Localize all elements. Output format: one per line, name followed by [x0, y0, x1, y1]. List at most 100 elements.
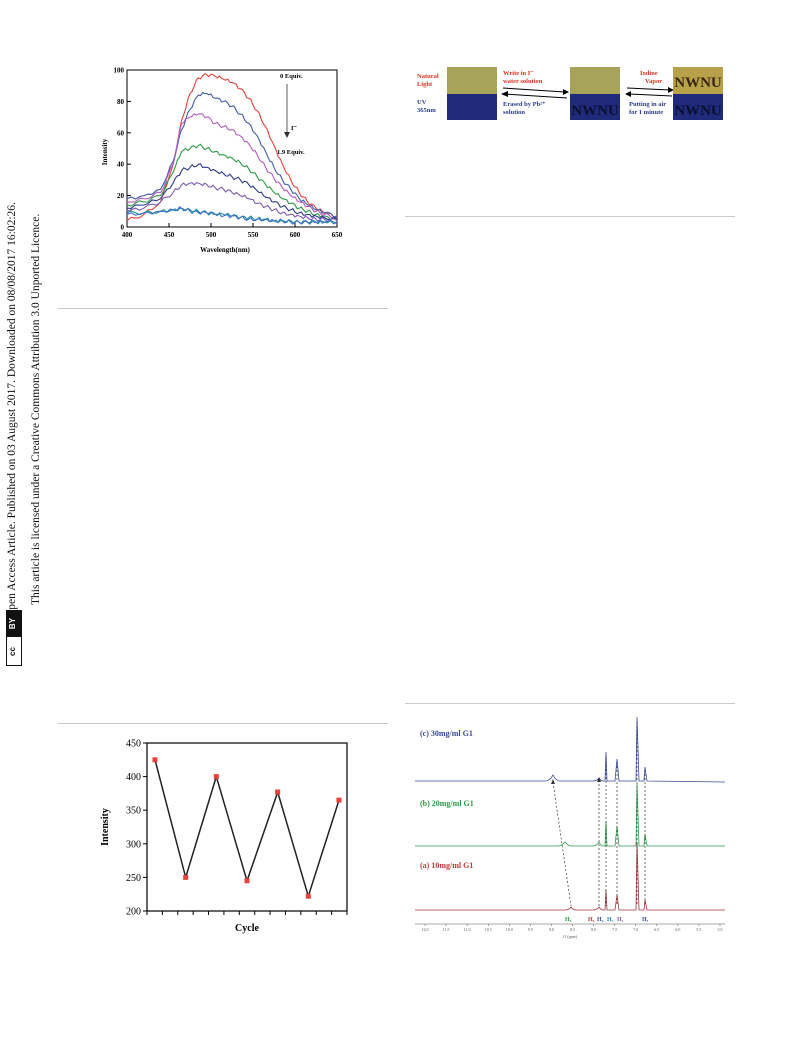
guide-arrow-h6-icon	[551, 779, 555, 784]
spectra-ytick-label: 100	[114, 67, 125, 75]
cycle-data-point	[183, 874, 189, 880]
annotation-1-9-equiv: 1.9 Equiv.	[277, 149, 305, 156]
decrease-arrow-head-icon	[284, 132, 290, 138]
licence-line-1: Open Access Article. Published on 03 Aug…	[6, 202, 18, 618]
nmr-label-c: (c) 30mg/ml G1	[420, 729, 473, 738]
spectra-xtick-label: 450	[164, 231, 175, 239]
nmr-tick-label: 7.0	[633, 927, 638, 932]
cycle-data-point	[275, 789, 281, 795]
peak-label-h4: H₄	[597, 917, 604, 923]
cycle-ytick-label: 300	[126, 839, 141, 850]
photo-written-natural	[570, 67, 620, 94]
cc-by-logo[interactable]: BY cc	[6, 610, 22, 666]
divider-left-2	[58, 723, 388, 724]
iodine-step-2: Vapor	[645, 78, 662, 85]
spectra-series-line	[126, 163, 338, 220]
spectra-xlabel: Wavelength(nm)	[200, 246, 250, 254]
spectra-series-line	[126, 91, 338, 218]
fluorescence-spectra-figure: 0 20 40 60 80 100 400 450 500 550 600 650 Waveleng…	[101, 67, 343, 255]
nmr-spectrum-c	[415, 716, 726, 783]
erase-arrow-line	[504, 93, 568, 99]
cycle-series-line	[154, 759, 340, 899]
natural-light-label-1: Natural	[417, 73, 439, 80]
nmr-tick-label: 9.0	[549, 927, 554, 932]
cycle-data-point	[152, 757, 158, 763]
licence-sidebar: Open Access Article. Published on 03 Aug…	[6, 200, 46, 660]
nmr-tick-label: 9.5	[528, 927, 533, 932]
written-text-iodine: NWNU	[674, 75, 722, 91]
natural-light-label-2: Light	[417, 81, 433, 88]
spectra-series-line	[126, 143, 338, 221]
nmr-tick-label: 11.0	[464, 927, 471, 932]
spectra-xtick-label: 400	[122, 231, 133, 239]
cycle-ylabel: Intensity	[100, 808, 111, 846]
cycle-xlabel: Cycle	[235, 923, 259, 934]
cc-label: cc	[7, 647, 17, 656]
nmr-tick-label: 8.5	[570, 927, 575, 932]
cycle-ytick-label: 450	[126, 739, 141, 750]
photo-iodine-natural	[673, 67, 723, 94]
iodine-step-1: Iodine	[640, 70, 658, 77]
erase-arrow-head-icon	[501, 91, 508, 97]
nmr-spectrum-b	[415, 783, 725, 847]
spectra-ytick-label: 80	[117, 98, 125, 106]
erase-step-1: Erased by Pb²⁺	[503, 101, 546, 108]
nmr-tick-label: 10.0	[506, 927, 513, 932]
air-arrow-line	[628, 93, 673, 97]
nmr-tick-label: 5.5	[696, 927, 701, 932]
spectra-xtick-label: 550	[248, 231, 259, 239]
iodine-arrow-head-icon	[668, 87, 674, 93]
spectra-xtick-label: 500	[206, 231, 217, 239]
spectra-xtick-label: 650	[332, 231, 343, 239]
annotation-ion: I⁻	[291, 125, 298, 132]
guide-arrow-h5-icon	[597, 777, 601, 782]
nmr-figure: (c) 30mg/ml G1 (b) 20mg/ml G1 (a) 10mg/m…	[415, 716, 726, 939]
air-step-2: for 1 minute	[629, 109, 663, 116]
air-step-1: Putting in air	[629, 101, 666, 108]
cc-circle-icon: cc	[7, 639, 21, 663]
nmr-tick-label: 6.5	[654, 927, 659, 932]
air-arrow-head-icon	[625, 91, 631, 97]
cycle-data-point	[336, 797, 342, 803]
peak-label-h3: H₃	[607, 917, 614, 923]
uv-label-1: UV	[417, 99, 427, 106]
written-text-uv-2: NWNU	[571, 103, 619, 119]
photo-blank-natural	[447, 67, 497, 94]
cycle-data-point	[305, 893, 311, 899]
write-arrow-line	[502, 87, 566, 93]
erase-step-2: solution	[503, 109, 525, 116]
peak-label-h1: H₁	[642, 917, 649, 923]
spectra-ytick-label: 0	[121, 224, 125, 232]
nmr-tick-label: 6.0	[675, 927, 680, 932]
writing-erasing-figure: Natural Light UV 365nm Write in I⁻ water…	[417, 67, 723, 120]
nmr-tick-label: 7.5	[612, 927, 617, 932]
spectra-series-line	[126, 112, 338, 219]
photo-iodine-uv	[673, 94, 723, 120]
photo-blank-uv	[447, 94, 497, 120]
nmr-shift-guides	[552, 722, 646, 907]
cycle-ytick-label: 250	[126, 873, 141, 884]
write-arrow-head-icon	[563, 89, 569, 95]
cycle-data-point	[213, 774, 219, 780]
spectra-plot-frame	[126, 69, 338, 228]
nmr-axis-unit: f1 (ppm)	[563, 934, 578, 939]
licence-line-2: This article is licensed under a Creativ…	[30, 213, 42, 605]
cycle-data-point	[244, 878, 250, 884]
spectra-series-line	[126, 73, 338, 222]
iodine-arrow-line	[626, 87, 671, 91]
by-badge: BY	[7, 611, 21, 637]
cycle-plot-frame	[146, 742, 348, 912]
spectra-xtick-label: 600	[290, 231, 301, 239]
write-step-1: Write in I⁻	[503, 70, 534, 77]
nmr-tick-label: 8.0	[591, 927, 596, 932]
write-step-2: water solution	[503, 78, 543, 85]
peak-label-h2: H₂	[617, 917, 624, 923]
peak-label-h6: H₆	[565, 917, 572, 923]
by-label: BY	[8, 617, 18, 630]
divider-left-1	[58, 308, 388, 309]
cycle-ytick-label: 200	[126, 907, 141, 918]
cycle-ytick-label: 400	[126, 772, 141, 783]
spectra-ytick-label: 20	[117, 192, 125, 200]
nmr-tick-label: 12.0	[422, 927, 429, 932]
uv-label-2: 365nm	[417, 107, 436, 114]
